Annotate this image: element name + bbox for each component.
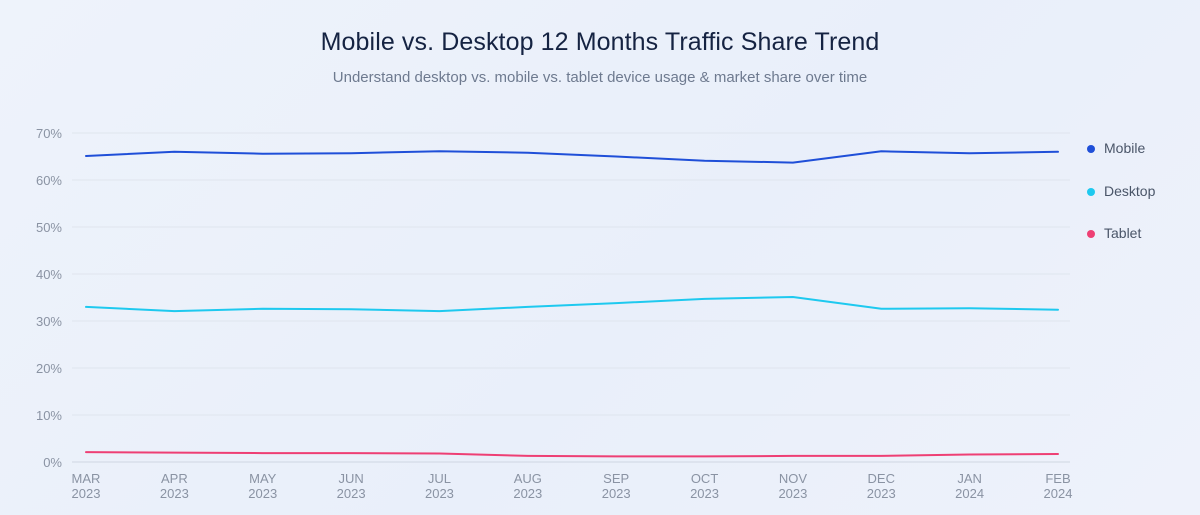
data-point-tablet[interactable] <box>523 451 533 461</box>
x-tick-label: APR 2023 <box>160 471 189 501</box>
data-point-tablet[interactable] <box>700 451 710 461</box>
data-point-desktop[interactable] <box>346 304 356 314</box>
data-point-tablet[interactable] <box>169 448 179 458</box>
data-point-mobile[interactable] <box>346 148 356 158</box>
legend-swatch-tablet <box>1087 230 1095 238</box>
chart-subtitle: Understand desktop vs. mobile vs. tablet… <box>332 69 868 86</box>
y-tick-label: 70% <box>36 126 62 141</box>
data-point-mobile[interactable] <box>611 152 621 162</box>
legend-label-tablet: Tablet <box>1104 225 1142 241</box>
legend-swatch-desktop <box>1087 187 1095 196</box>
data-point-desktop[interactable] <box>788 292 798 302</box>
data-point-mobile[interactable] <box>876 146 886 156</box>
data-point-tablet[interactable] <box>876 451 886 461</box>
y-tick-label: 60% <box>36 173 62 188</box>
x-tick-label: JAN 2024 <box>955 471 984 501</box>
data-point-mobile[interactable] <box>81 151 91 161</box>
x-tick-label: SEP 2023 <box>602 471 631 501</box>
y-tick-label: 50% <box>36 220 62 235</box>
x-tick-label: JUL 2023 <box>425 471 454 501</box>
data-point-mobile[interactable] <box>700 156 710 166</box>
y-tick-label: 30% <box>36 314 62 329</box>
series-line-mobile[interactable] <box>85 150 1059 164</box>
data-point-mobile[interactable] <box>523 148 533 158</box>
y-tick-label: 0% <box>43 455 62 470</box>
x-tick-label: MAY 2023 <box>248 471 277 501</box>
data-point-desktop[interactable] <box>876 304 886 314</box>
data-point-tablet[interactable] <box>434 449 444 459</box>
data-point-desktop[interactable] <box>434 306 444 316</box>
data-point-mobile[interactable] <box>788 158 798 168</box>
x-tick-label: AUG 2023 <box>513 471 542 501</box>
data-point-desktop[interactable] <box>81 302 91 312</box>
legend-label-mobile: Mobile <box>1104 140 1146 156</box>
data-point-desktop[interactable] <box>1053 305 1063 315</box>
data-point-tablet[interactable] <box>258 448 268 458</box>
legend-swatch-mobile <box>1087 145 1095 153</box>
data-point-desktop[interactable] <box>523 302 533 312</box>
data-point-mobile[interactable] <box>1053 147 1063 157</box>
data-point-mobile[interactable] <box>169 147 179 157</box>
chart-title: Mobile vs. Desktop 12 Months Traffic Sha… <box>320 28 880 56</box>
data-point-desktop[interactable] <box>169 306 179 316</box>
data-point-tablet[interactable] <box>788 451 798 461</box>
data-point-desktop[interactable] <box>611 298 621 308</box>
data-point-tablet[interactable] <box>965 449 975 459</box>
series-line-tablet[interactable] <box>85 451 1059 458</box>
data-point-tablet[interactable] <box>1053 449 1063 459</box>
legend-label-desktop: Desktop <box>1104 182 1156 199</box>
x-tick-label: JUN 2023 <box>337 471 366 501</box>
x-tick-label: DEC 2023 <box>867 471 896 501</box>
y-tick-label: 40% <box>36 267 62 282</box>
x-tick-label: MAR 2023 <box>72 471 101 501</box>
data-point-mobile[interactable] <box>258 149 268 159</box>
y-tick-label: 20% <box>36 361 62 376</box>
data-point-desktop[interactable] <box>258 304 268 314</box>
x-tick-label: FEB 2024 <box>1044 471 1073 501</box>
data-point-desktop[interactable] <box>700 294 710 304</box>
data-point-desktop[interactable] <box>965 303 975 313</box>
x-tick-label: NOV 2023 <box>778 471 807 501</box>
data-point-mobile[interactable] <box>965 148 975 158</box>
x-tick-label: OCT 2023 <box>690 471 719 501</box>
data-point-tablet[interactable] <box>611 451 621 461</box>
data-point-tablet[interactable] <box>346 448 356 458</box>
series-line-desktop[interactable] <box>85 296 1059 313</box>
y-tick-label: 10% <box>36 408 62 423</box>
data-point-mobile[interactable] <box>434 146 444 156</box>
data-point-tablet[interactable] <box>81 447 91 457</box>
